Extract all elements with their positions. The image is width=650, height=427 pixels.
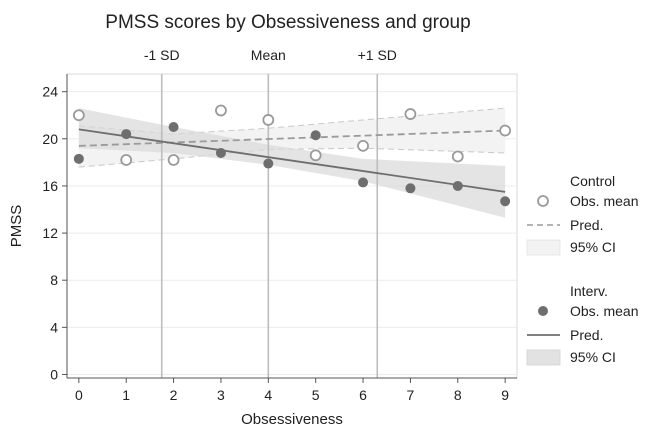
legend-control-pred-label: Pred. [570,217,603,233]
x-axis-label: Obsessiveness [241,411,343,427]
interv-obs-point-2 [168,122,179,133]
control-obs-point-2 [167,154,180,166]
x-tick-label-9: 9 [501,387,509,403]
legend: Control Obs. mean Pred. 95% CI Interv. O… [526,173,638,366]
reference-line-label-2: +1 SD [358,47,397,63]
legend-control-ci-label: 95% CI [570,239,616,255]
y-tick-label-0: 0 [50,366,58,382]
interv-obs-point-5 [310,130,321,141]
x-tick-label-7: 7 [407,387,415,403]
interv-obs-point-4 [263,158,274,169]
y-tick-label-20: 20 [42,131,58,147]
prediction-lines [78,128,506,193]
legend-interv-ci-label: 95% CI [570,349,616,365]
legend-control-obs-label: Obs. mean [570,193,638,209]
x-tick-label-2: 2 [170,387,178,403]
chart-title: PMSS scores by Obsessiveness and group [105,12,470,33]
interv-obs-point-1 [121,129,132,140]
y-axis-label: PMSS [8,205,25,248]
x-tick-label-6: 6 [359,387,367,403]
control-obs-point-0 [72,109,85,122]
control-obs-point-1 [120,154,133,166]
y-tick-label-4: 4 [50,319,58,335]
y-tick-label-16: 16 [42,178,58,194]
observed-points [72,104,512,207]
x-axis: 0 1 2 3 4 5 6 7 8 9 [67,377,517,403]
control-obs-point-7 [404,108,417,120]
x-tick-label-8: 8 [454,387,462,403]
legend-control-obs-marker [537,195,549,207]
prediction-line-control [78,129,506,147]
control-obs-point-4 [262,114,275,126]
y-tick-label-8: 8 [50,272,58,288]
control-obs-point-8 [451,150,464,163]
legend-interv-title: Interv. [570,283,608,299]
interv-obs-point-6 [358,177,369,188]
interv-obs-point-8 [452,180,463,191]
interv-obs-point-9 [500,196,511,207]
interv-obs-point-7 [405,183,416,194]
legend-interv-obs-marker [538,306,548,316]
x-tick-label-0: 0 [75,387,83,403]
legend-interv-obs-label: Obs. mean [570,303,638,319]
x-tick-label-1: 1 [122,387,130,403]
y-tick-label-24: 24 [42,84,58,100]
legend-interv-pred-label: Pred. [570,327,603,343]
interv-obs-point-3 [215,147,226,158]
x-tick-label-3: 3 [217,387,225,403]
ci-band-interv [78,108,506,218]
legend-control-ci-swatch [526,239,561,256]
y-tick-label-12: 12 [42,225,58,241]
prediction-line-interv [78,128,506,193]
x-tick-label-4: 4 [264,387,272,403]
reference-line-label-1: Mean [251,47,286,63]
reference-line-label-0: -1 SD [144,47,180,63]
control-obs-point-9 [499,124,512,137]
legend-control-title: Control [570,173,615,189]
control-obs-point-6 [357,139,369,152]
reference-lines: -1 SD Mean +1 SD [144,47,397,378]
y-axis: 0 4 8 12 16 20 24 [42,74,68,382]
control-obs-point-5 [309,149,322,162]
legend-interv-ci-swatch [526,349,561,366]
interv-obs-point-0 [73,153,84,164]
x-tick-label-5: 5 [312,387,320,403]
control-obs-point-3 [215,104,227,117]
